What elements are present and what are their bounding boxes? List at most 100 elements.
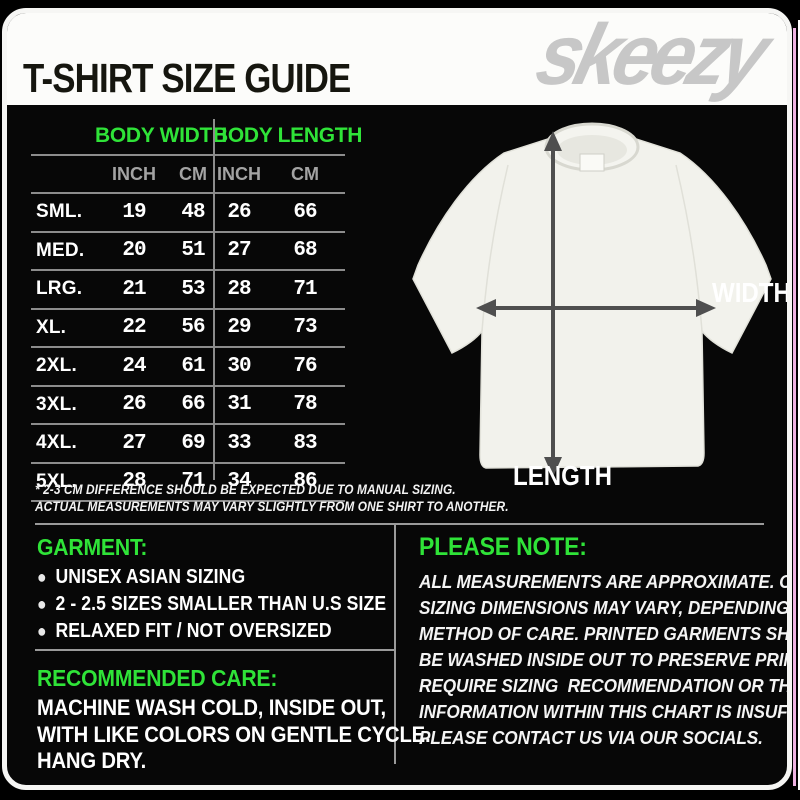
width-cm-value: 71	[181, 470, 205, 494]
width-inch-value: 20	[122, 239, 146, 263]
length-cm-value: 83	[293, 431, 317, 455]
unit-header-cm: CM	[291, 163, 319, 184]
tshirt-collar-inner	[557, 135, 627, 165]
width-inch-value: 28	[122, 470, 146, 494]
length-inch-value: 31	[227, 393, 251, 417]
width-inch-value: 24	[122, 354, 146, 378]
tshirt-neck-tag	[579, 153, 605, 172]
garment-bullet-list: ● UNISEX ASIAN SIZING ● 2 - 2.5 SIZES SMAL…	[37, 564, 434, 645]
care-line: WITH LIKE COLORS ON GENTLE CYCLE.	[37, 721, 431, 747]
size-label: 3XL.	[36, 393, 77, 415]
bullet-text: RELAXED FIT / NOT OVERSIZED	[55, 620, 332, 642]
note-line: BE WASHED INSIDE OUT TO PRESERVE PRINT. …	[419, 649, 787, 670]
table-group-header-row: BODY WIDTH BODY LENGTH	[31, 109, 363, 156]
table-unit-header-row: INCH CM INCH CM	[31, 156, 345, 194]
length-cm-value: 76	[293, 354, 317, 378]
column-divider	[394, 523, 396, 764]
width-cm-value: 53	[181, 277, 205, 301]
column-group-body-length: BODY LENGTH	[213, 124, 363, 147]
list-item: ● RELAXED FIT / NOT OVERSIZED	[37, 618, 386, 645]
garment-heading: GARMENT:	[37, 534, 148, 560]
care-text: MACHINE WASH COLD, INSIDE OUT, WITH LIKE…	[37, 695, 474, 775]
care-line: HANG DRY.	[37, 748, 147, 773]
note-line: SIZING DIMENSIONS MAY VARY, DEPENDING ON…	[419, 597, 790, 618]
length-inch-value: 34	[227, 470, 251, 494]
bullet-icon: ●	[37, 567, 47, 587]
table-row: 2XL. 24 61 30 76	[31, 348, 345, 387]
care-heading: RECOMMENDED CARE:	[37, 665, 278, 691]
tshirt-diagram	[412, 122, 772, 477]
length-cm-value: 78	[293, 393, 317, 417]
length-inch-value: 30	[227, 354, 251, 378]
length-cm-value: 68	[293, 239, 317, 263]
table-row: MED. 20 51 27 68	[31, 233, 345, 271]
table-row: SML. 19 48 26 66	[31, 194, 345, 233]
width-inch-value: 21	[122, 277, 146, 301]
length-cm-value: 73	[293, 316, 317, 340]
width-cm-value: 48	[181, 200, 205, 224]
table-row: 3XL. 26 66 31 78	[31, 387, 345, 425]
brand-logo: skeezy	[527, 8, 773, 103]
note-line: ALL MEASUREMENTS ARE APPROXIMATE. ONCE W…	[419, 571, 792, 592]
note-line: INFORMATION WITHIN THIS CHART IS INSUFFI…	[419, 701, 792, 722]
table-row: LRG. 21 53 28 71	[31, 271, 345, 310]
horizontal-divider	[35, 523, 764, 525]
footnote-line: ACTUAL MEASUREMENTS MAY VARY SLIGHTLY FR…	[35, 498, 509, 514]
right-edge-white-artifact	[798, 20, 800, 790]
width-dimension-label: WIDTH	[712, 277, 791, 308]
size-label: MED.	[36, 239, 85, 261]
size-label: XL.	[36, 316, 67, 338]
size-label: LRG.	[36, 278, 83, 300]
note-text: ALL MEASUREMENTS ARE APPROXIMATE. ONCE W…	[419, 569, 792, 751]
note-heading: PLEASE NOTE:	[419, 533, 587, 561]
unit-header-cm: CM	[179, 163, 207, 184]
size-guide-card: T-SHIRT SIZE GUIDE skeezy BODY WIDTH BOD…	[2, 8, 792, 790]
length-inch-value: 27	[227, 239, 251, 263]
length-dimension-label: LENGTH	[513, 460, 612, 491]
width-cm-value: 51	[181, 239, 205, 263]
table-row: 4XL. 27 69 33 83	[31, 425, 345, 464]
note-line: PLEASE CONTACT US VIA OUR SOCIALS.	[419, 727, 763, 748]
width-arrow	[476, 299, 716, 317]
horizontal-divider-left	[35, 649, 394, 651]
width-cm-value: 69	[181, 431, 205, 455]
care-line: MACHINE WASH COLD, INSIDE OUT,	[37, 695, 386, 720]
table-row: XL. 22 56 29 73	[31, 310, 345, 348]
width-inch-value: 26	[122, 393, 146, 417]
width-inch-value: 19	[122, 200, 146, 224]
size-label: 5XL.	[36, 470, 77, 492]
note-line: METHOD OF CARE. PRINTED GARMENTS SHOULD …	[419, 623, 790, 644]
unit-header-inch: INCH	[217, 163, 261, 184]
footnote-line: * 2-3 CM DIFFERENCE SHOULD BE EXPECTED D…	[35, 482, 456, 497]
bullet-icon: ●	[37, 594, 47, 614]
length-cm-value: 71	[293, 277, 317, 301]
width-cm-value: 56	[181, 316, 205, 340]
length-cm-value: 86	[293, 470, 317, 494]
bullet-icon: ●	[37, 621, 47, 641]
header-band: T-SHIRT SIZE GUIDE skeezy	[7, 13, 787, 105]
width-inch-value: 27	[122, 431, 146, 455]
bullet-text: UNISEX ASIAN SIZING	[55, 566, 246, 588]
table-row: 5XL. 28 71 34 86	[31, 464, 345, 502]
length-inch-value: 33	[227, 431, 251, 455]
tshirt-seam-left	[481, 164, 509, 332]
spacer-cell	[31, 148, 95, 154]
right-edge-pink-artifact	[793, 28, 796, 786]
list-item: ● 2 - 2.5 SIZES SMALLER THAN U.S SIZE	[37, 591, 386, 618]
length-cm-value: 66	[293, 200, 317, 224]
table-footnote: * 2-3 CM DIFFERENCE SHOULD BE EXPECTED D…	[35, 482, 509, 515]
length-inch-value: 29	[227, 316, 251, 340]
size-label: 4XL.	[36, 432, 77, 454]
width-cm-value: 61	[181, 354, 205, 378]
note-line: REQUIRE SIZING RECOMMENDATION OR THE	[419, 675, 792, 696]
width-cm-value: 66	[181, 393, 205, 417]
size-table: BODY WIDTH BODY LENGTH INCH CM INCH CM S…	[31, 109, 363, 502]
list-item: ● UNISEX ASIAN SIZING	[37, 564, 386, 591]
size-label: 2XL.	[36, 355, 77, 377]
unit-header-inch: INCH	[112, 163, 156, 184]
column-group-body-width: BODY WIDTH	[95, 124, 227, 147]
page-title: T-SHIRT SIZE GUIDE	[23, 55, 351, 101]
table-vertical-divider	[213, 119, 215, 480]
length-inch-value: 26	[227, 200, 251, 224]
bullet-text: 2 - 2.5 SIZES SMALLER THAN U.S SIZE	[55, 593, 387, 615]
